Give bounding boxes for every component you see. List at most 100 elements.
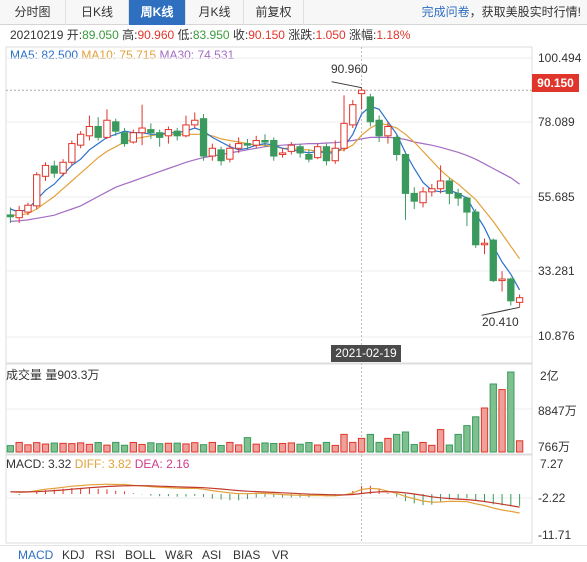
- tab-weekly-k[interactable]: 周K线: [129, 0, 186, 25]
- pct-label: 涨幅:: [349, 28, 377, 42]
- candle-body: [129, 132, 137, 143]
- candle-body: [208, 147, 216, 157]
- candle-body: [305, 153, 313, 160]
- volume-bar: [68, 443, 76, 453]
- diff-line: [10, 483, 520, 514]
- tab-intraday[interactable]: 分时图: [0, 0, 66, 25]
- indicator-bias[interactable]: BIAS: [233, 548, 261, 562]
- candle-body: [76, 133, 85, 146]
- candle-body: [120, 132, 129, 145]
- volume-bar: [191, 442, 199, 453]
- candle-body: [261, 139, 269, 143]
- candle-body: [480, 242, 489, 246]
- candle-body: [235, 143, 243, 149]
- volume-bar: [463, 425, 471, 453]
- indicator-tab-bar: MACD KDJ RSI BOLL W&R ASI BIAS VR: [0, 545, 587, 562]
- volume-bar: [445, 444, 454, 453]
- chart-grid: [5, 46, 533, 544]
- survey-promo[interactable]: 完成问卷，获取美股实时行情!: [422, 0, 581, 25]
- open-value: 89.050: [82, 28, 119, 42]
- volume-bar: [59, 442, 67, 453]
- volume-bar: [489, 383, 497, 453]
- volume-bar: [305, 442, 313, 453]
- volume-bar: [507, 371, 515, 453]
- volume-bar: [226, 441, 234, 453]
- indicator-rsi[interactable]: RSI: [95, 548, 116, 562]
- candle-body: [155, 132, 164, 138]
- candle-body: [94, 125, 102, 138]
- candle-body: [103, 119, 111, 138]
- volume-bar: [235, 444, 243, 453]
- tab-monthly-k[interactable]: 月K线: [186, 0, 244, 25]
- candle-body: [498, 278, 506, 282]
- chart-tab-bar: 分时图 日K线 周K线 月K线 前复权 完成问卷，获取美股实时行情!: [0, 0, 587, 25]
- candle-body: [33, 174, 41, 207]
- price-tick-5: 10.876: [538, 329, 575, 343]
- tab-daily-k[interactable]: 日K线: [66, 0, 129, 25]
- volume-bar: [85, 443, 94, 453]
- volume-bar: [357, 437, 366, 453]
- macd-pane: [10, 483, 521, 514]
- survey-link[interactable]: 完成问卷: [421, 5, 470, 19]
- candle-body: [138, 127, 146, 134]
- price-tick-4: 33.281: [538, 264, 575, 278]
- volume-bar: [147, 442, 155, 453]
- price-tick-2: 78.089: [538, 115, 575, 129]
- indicator-kdj[interactable]: KDJ: [62, 548, 85, 562]
- volume-bar: [270, 442, 278, 453]
- volume-bar: [173, 442, 181, 453]
- chart-overlay: [331, 81, 520, 316]
- indicator-macd[interactable]: MACD: [18, 548, 54, 562]
- volume-bar: [278, 443, 287, 453]
- high-value: 90.960: [137, 28, 175, 42]
- candle-body: [489, 239, 497, 282]
- candle-body: [384, 125, 392, 137]
- volume-bar: [243, 437, 252, 453]
- main-pane-border: [5, 46, 533, 364]
- volume-tick-1: 2亿: [540, 369, 559, 383]
- volume-bar: [375, 441, 383, 453]
- tab-forward-adjusted[interactable]: 前复权: [244, 0, 304, 25]
- candle-body: [507, 278, 515, 302]
- volume-tick-2: 8847万: [538, 404, 577, 418]
- candle-body: [472, 211, 480, 246]
- volume-bar: [472, 416, 480, 453]
- candles: [6, 87, 524, 308]
- indicator-asi[interactable]: ASI: [202, 548, 222, 562]
- pct-value: 1.18%: [376, 28, 411, 42]
- dea-line: [10, 485, 520, 508]
- candle-body: [147, 129, 155, 134]
- low-value: 83.950: [192, 28, 230, 42]
- volume-label: 成交量 量903.3万: [6, 368, 100, 382]
- candle-body: [366, 96, 375, 123]
- indicator-boll[interactable]: BOLL: [125, 548, 156, 562]
- indicator-vr[interactable]: VR: [272, 548, 289, 562]
- candle-body: [357, 89, 366, 95]
- candle-body: [252, 139, 260, 146]
- candle-body: [287, 144, 295, 152]
- candle-body: [515, 297, 524, 303]
- candle-body: [410, 192, 418, 202]
- candle-body: [296, 146, 304, 154]
- candle-body: [85, 125, 94, 137]
- indicator-wr[interactable]: W&R: [165, 548, 193, 562]
- candle-body: [15, 210, 23, 219]
- candle-body: [463, 197, 471, 213]
- candle-body: [270, 139, 278, 157]
- volume-bar: [252, 443, 260, 453]
- volume-bar: [50, 442, 58, 453]
- candle-body: [199, 118, 208, 157]
- candle-body: [243, 143, 252, 146]
- current-price-badge: 90.150: [532, 74, 579, 92]
- volume-bar: [208, 441, 216, 453]
- crosshair-date-badge: 2021-02-19: [331, 345, 401, 362]
- volume-bar: [436, 429, 445, 453]
- candle-body: [454, 192, 462, 199]
- macd-tick-3: -11.71: [538, 528, 572, 542]
- volume-bar: [6, 445, 15, 453]
- volume-tick-3: 766万: [538, 440, 571, 454]
- candle-body: [6, 214, 15, 218]
- volume-bar: [182, 443, 190, 453]
- volume-bar: [515, 440, 524, 453]
